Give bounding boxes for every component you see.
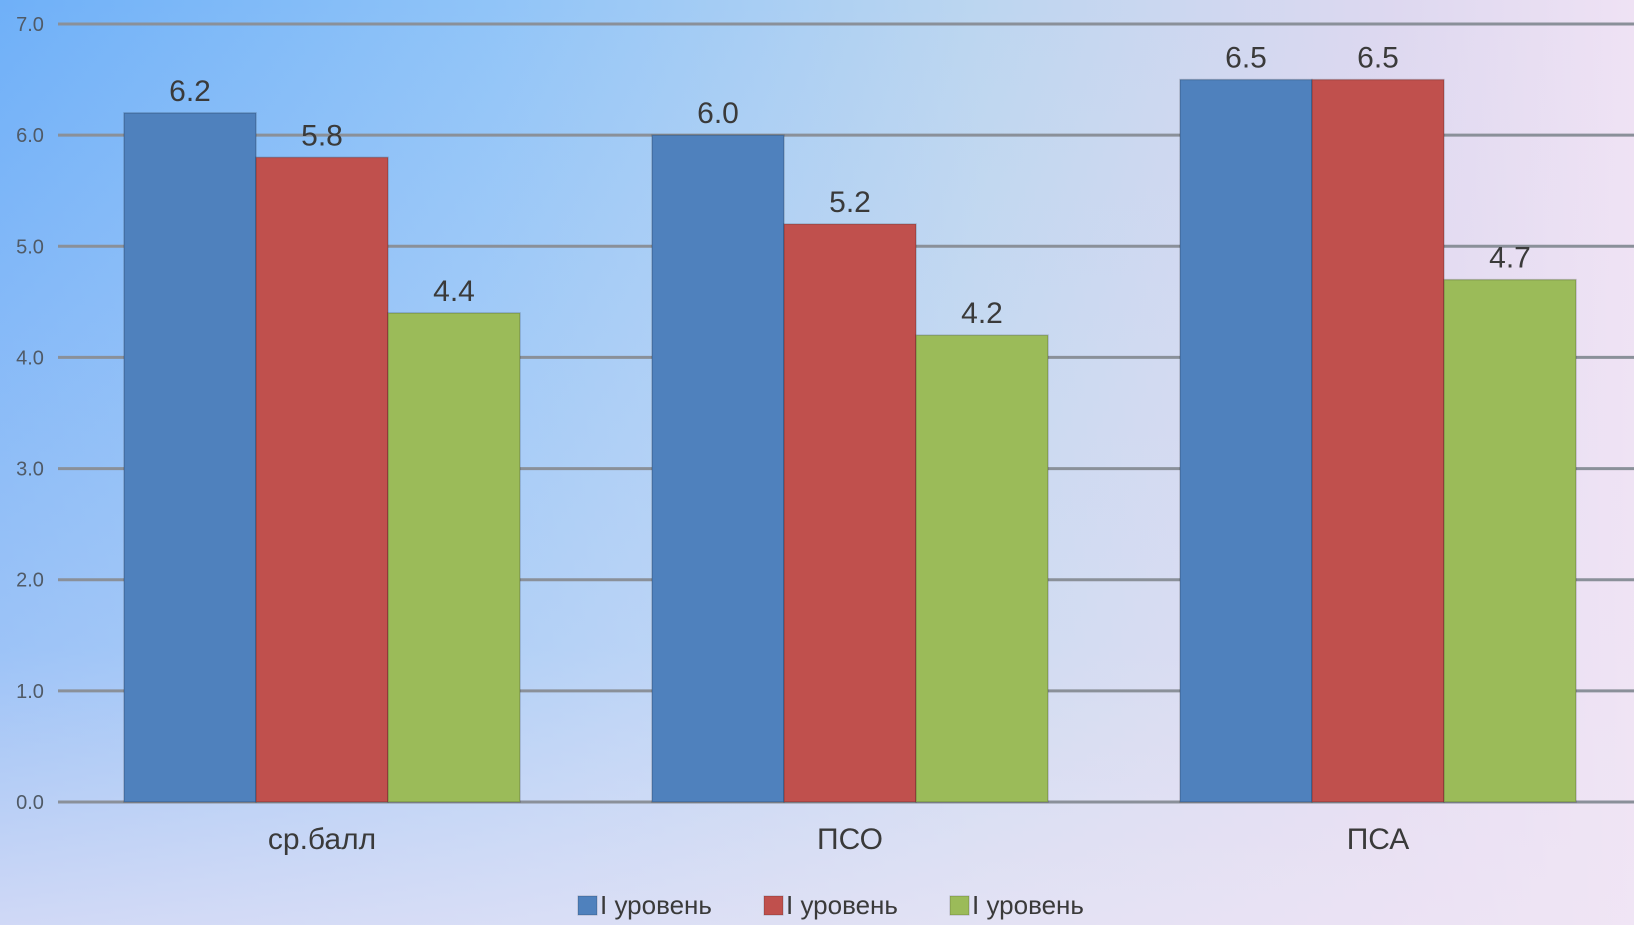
data-label: 5.8 bbox=[301, 119, 343, 152]
bar bbox=[255, 156, 389, 803]
legend-label: I уровень bbox=[600, 890, 712, 920]
bar bbox=[1443, 278, 1577, 803]
y-tick-label: 4.0 bbox=[16, 347, 44, 369]
y-tick-label: 1.0 bbox=[16, 681, 44, 703]
y-tick-label: 3.0 bbox=[16, 459, 44, 481]
legend-swatch bbox=[577, 895, 598, 916]
x-axis-categories: ср.балл ПСО ПСА bbox=[268, 823, 1409, 856]
bar bbox=[123, 112, 257, 803]
data-label: 6.5 bbox=[1225, 42, 1267, 75]
bar bbox=[651, 134, 785, 803]
y-axis-ticks: 0.0 1.0 2.0 3.0 4.0 5.0 6.0 7.0 bbox=[16, 14, 44, 814]
x-category-label: ПСА bbox=[1347, 823, 1410, 856]
legend-swatch bbox=[763, 895, 784, 916]
legend-label: I уровень bbox=[972, 890, 1084, 920]
data-label: 6.0 bbox=[697, 97, 739, 130]
y-tick-label: 2.0 bbox=[16, 570, 44, 592]
bar bbox=[387, 312, 521, 803]
data-label: 4.7 bbox=[1489, 242, 1531, 275]
y-tick-label: 5.0 bbox=[16, 236, 44, 258]
y-tick-label: 6.0 bbox=[16, 125, 44, 147]
y-tick-label: 0.0 bbox=[16, 792, 44, 814]
data-label: 4.2 bbox=[961, 297, 1003, 330]
bar bbox=[1179, 78, 1313, 803]
legend: I уровень I уровень I уровень bbox=[577, 890, 1084, 920]
data-label: 4.4 bbox=[433, 275, 475, 308]
data-labels: 6.2 5.8 4.4 6.0 5.2 4.2 6.5 6.5 4.7 bbox=[169, 42, 1531, 331]
x-category-label: ПСО bbox=[817, 823, 883, 856]
bars bbox=[123, 78, 1577, 803]
bar bbox=[915, 334, 1049, 803]
data-label: 5.2 bbox=[829, 186, 871, 219]
bar bbox=[783, 223, 917, 803]
bar bbox=[1311, 78, 1445, 803]
data-label: 6.5 bbox=[1357, 42, 1399, 75]
legend-swatch bbox=[949, 895, 970, 916]
data-label: 6.2 bbox=[169, 75, 211, 108]
x-category-label: ср.балл bbox=[268, 823, 376, 856]
legend-label: I уровень bbox=[786, 890, 898, 920]
y-tick-label: 7.0 bbox=[16, 14, 44, 36]
